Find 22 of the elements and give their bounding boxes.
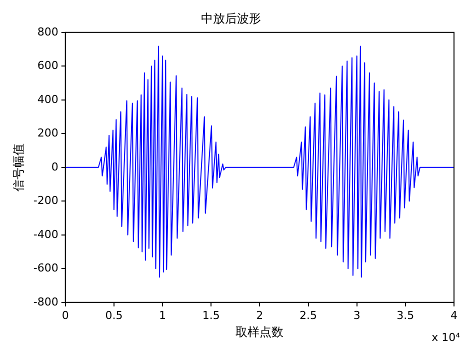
y-tick-label: -800 xyxy=(33,295,58,308)
x-tick-label: 3.5 xyxy=(396,308,414,322)
y-tick-label: 600 xyxy=(37,59,58,72)
x-tick-label: 4 xyxy=(450,308,458,322)
x-tick-label: 2.5 xyxy=(300,308,318,322)
x-tick-label: 2 xyxy=(256,308,264,322)
y-tick-label: 400 xyxy=(37,92,58,106)
y-tick-label: -400 xyxy=(33,228,58,241)
y-tick-label: 800 xyxy=(37,25,58,38)
x-tick-label: 0.5 xyxy=(105,308,123,322)
y-tick-label: 0 xyxy=(51,160,58,174)
y-tick-label: -200 xyxy=(33,194,58,208)
x-tick-label: 1 xyxy=(159,308,166,322)
x-tick-label: 0 xyxy=(62,308,69,322)
chart-title: 中放后波形 xyxy=(201,11,261,26)
text: x 10⁴ xyxy=(432,330,461,344)
x-tick-label: 3 xyxy=(353,308,360,322)
y-tick-label: -600 xyxy=(33,262,58,275)
x-tick-label: 1.5 xyxy=(202,308,220,322)
y-tick-label: 200 xyxy=(37,126,58,140)
y-axis-title: 信号幅值 xyxy=(11,143,26,192)
x-axis-title: 取样点数 xyxy=(236,324,284,339)
